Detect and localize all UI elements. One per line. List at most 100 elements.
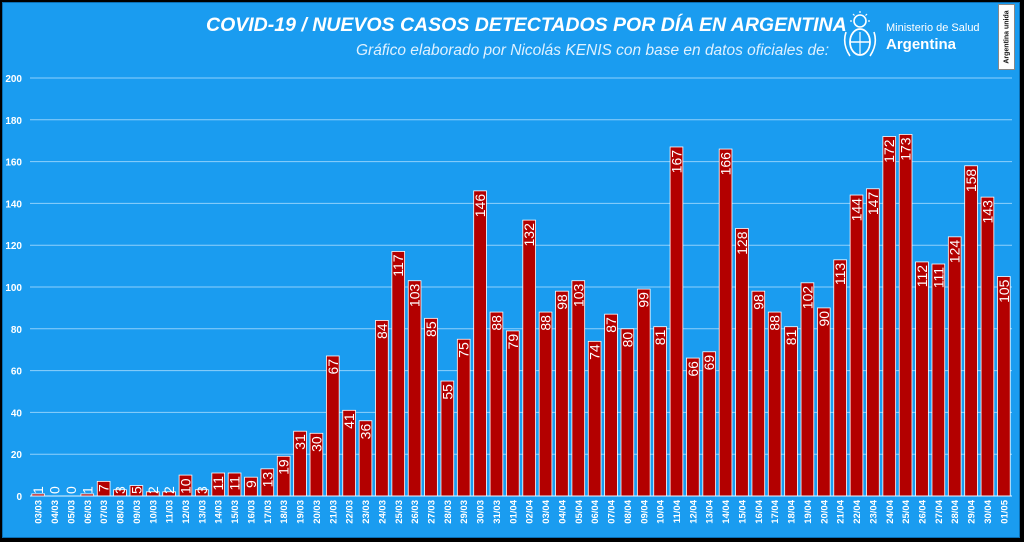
bar-value-label: 98 <box>750 294 766 310</box>
x-tick-label: 13/03 <box>197 500 208 524</box>
bar-value-label: 173 <box>898 137 914 161</box>
x-tick-label: 17/04 <box>770 499 781 523</box>
bar-value-label: 147 <box>865 192 881 216</box>
bar <box>915 261 929 497</box>
bar <box>964 165 978 497</box>
bar-value-label: 69 <box>701 355 717 371</box>
bar <box>833 259 847 497</box>
x-tick-label: 03/04 <box>541 499 552 523</box>
bar-value-label: 11 <box>227 476 243 491</box>
bar <box>751 290 766 497</box>
bar-value-label: 36 <box>358 424 374 440</box>
x-tick-label: 05/04 <box>574 499 585 523</box>
bar <box>375 320 389 497</box>
ministry-logo: Ministerio de Salud Argentina <box>840 8 985 66</box>
y-axis-ticks: 0 20 40 60 80 100 120 140 160 180 200 <box>5 74 22 503</box>
bar <box>686 357 700 497</box>
bar <box>522 219 536 497</box>
bar-value-label: 144 <box>849 198 865 222</box>
bar <box>587 340 602 497</box>
bar <box>489 311 504 497</box>
x-tick-label: 30/03 <box>476 500 487 524</box>
bar-value-label: 3 <box>112 486 128 494</box>
bar <box>931 263 946 497</box>
y-tick-label: 200 <box>5 74 22 85</box>
x-tick-label: 22/03 <box>345 500 356 524</box>
x-tick-label: 27/03 <box>426 500 437 524</box>
x-tick-label: 18/04 <box>787 499 798 523</box>
x-tick-label: 09/03 <box>132 500 143 524</box>
bar-value-label: 19 <box>276 459 292 475</box>
bar-value-label: 128 <box>734 231 750 255</box>
y-tick-label: 120 <box>5 241 22 252</box>
x-tick-label: 15/04 <box>737 499 748 523</box>
x-tick-label: 10/04 <box>656 499 667 523</box>
bar-value-label: 79 <box>505 334 521 350</box>
bar <box>473 190 487 497</box>
bar-value-label: 87 <box>603 317 619 333</box>
x-tick-label: 14/03 <box>214 500 225 524</box>
country-name: Argentina <box>886 36 957 53</box>
bar-value-label: 80 <box>619 332 635 348</box>
bar-value-label: 66 <box>685 361 701 377</box>
x-tick-label: 16/03 <box>246 500 257 524</box>
x-tick-label: 19/04 <box>803 499 814 523</box>
bar-value-label: 98 <box>554 294 570 310</box>
bar-value-label: 111 <box>930 267 946 288</box>
bar-value-label: 113 <box>832 263 848 286</box>
y-tick-label: 60 <box>11 367 23 378</box>
bar <box>718 148 733 497</box>
bar-value-label: 132 <box>521 223 537 247</box>
x-tick-label: 16/04 <box>754 499 765 523</box>
bar-value-label: 9 <box>243 480 259 488</box>
bar <box>980 196 995 497</box>
y-tick-label: 0 <box>16 492 22 503</box>
x-tick-label: 02/04 <box>525 499 536 523</box>
bar-value-label: 117 <box>390 254 406 277</box>
x-tick-label: 08/04 <box>623 499 634 523</box>
x-tick-label: 24/04 <box>885 499 896 523</box>
x-tick-label: 28/03 <box>443 500 454 524</box>
bar-value-label: 10 <box>177 478 193 494</box>
x-tick-label: 29/04 <box>967 499 978 523</box>
x-tick-label: 20/04 <box>819 499 830 523</box>
x-tick-label: 30/04 <box>983 499 994 523</box>
bar-value-label: 74 <box>587 344 603 360</box>
bar <box>866 188 880 497</box>
x-tick-label: 21/03 <box>328 500 339 524</box>
x-tick-label: 23/03 <box>361 500 372 524</box>
x-tick-label: 20/03 <box>312 500 323 524</box>
bar <box>735 228 749 497</box>
bar-value-label: 103 <box>570 284 586 308</box>
chart-bars <box>31 134 1011 497</box>
bar-value-label: 13 <box>259 472 275 488</box>
x-tick-label: 29/03 <box>459 500 470 524</box>
bar <box>702 351 716 497</box>
x-tick-label: 28/04 <box>950 499 961 523</box>
bar-value-label: 2 <box>161 486 177 494</box>
y-tick-label: 160 <box>5 158 22 169</box>
y-tick-label: 20 <box>11 450 23 461</box>
argentina-unida-badge: Argentina unida <box>998 4 1015 70</box>
bar-value-label: 112 <box>914 265 930 288</box>
bar <box>571 280 586 497</box>
bar-value-label: 1 <box>79 486 95 494</box>
y-tick-label: 100 <box>5 283 22 294</box>
bar-value-label: 81 <box>652 330 668 346</box>
bar-value-label: 103 <box>407 284 423 308</box>
bar-value-label: 31 <box>292 434 308 450</box>
bar-value-label: 11 <box>210 476 226 491</box>
x-tick-label: 07/04 <box>607 499 618 523</box>
bar-value-label: 41 <box>341 413 357 429</box>
bar <box>849 194 864 497</box>
x-tick-label: 19/03 <box>296 500 307 524</box>
bar <box>407 280 422 497</box>
bar-value-label: 85 <box>423 321 439 337</box>
bar <box>669 146 684 497</box>
bar <box>636 288 651 497</box>
bar-value-label: 90 <box>816 311 832 327</box>
bar-value-label: 30 <box>308 436 324 452</box>
bar <box>538 311 553 497</box>
y-tick-label: 80 <box>11 325 23 336</box>
